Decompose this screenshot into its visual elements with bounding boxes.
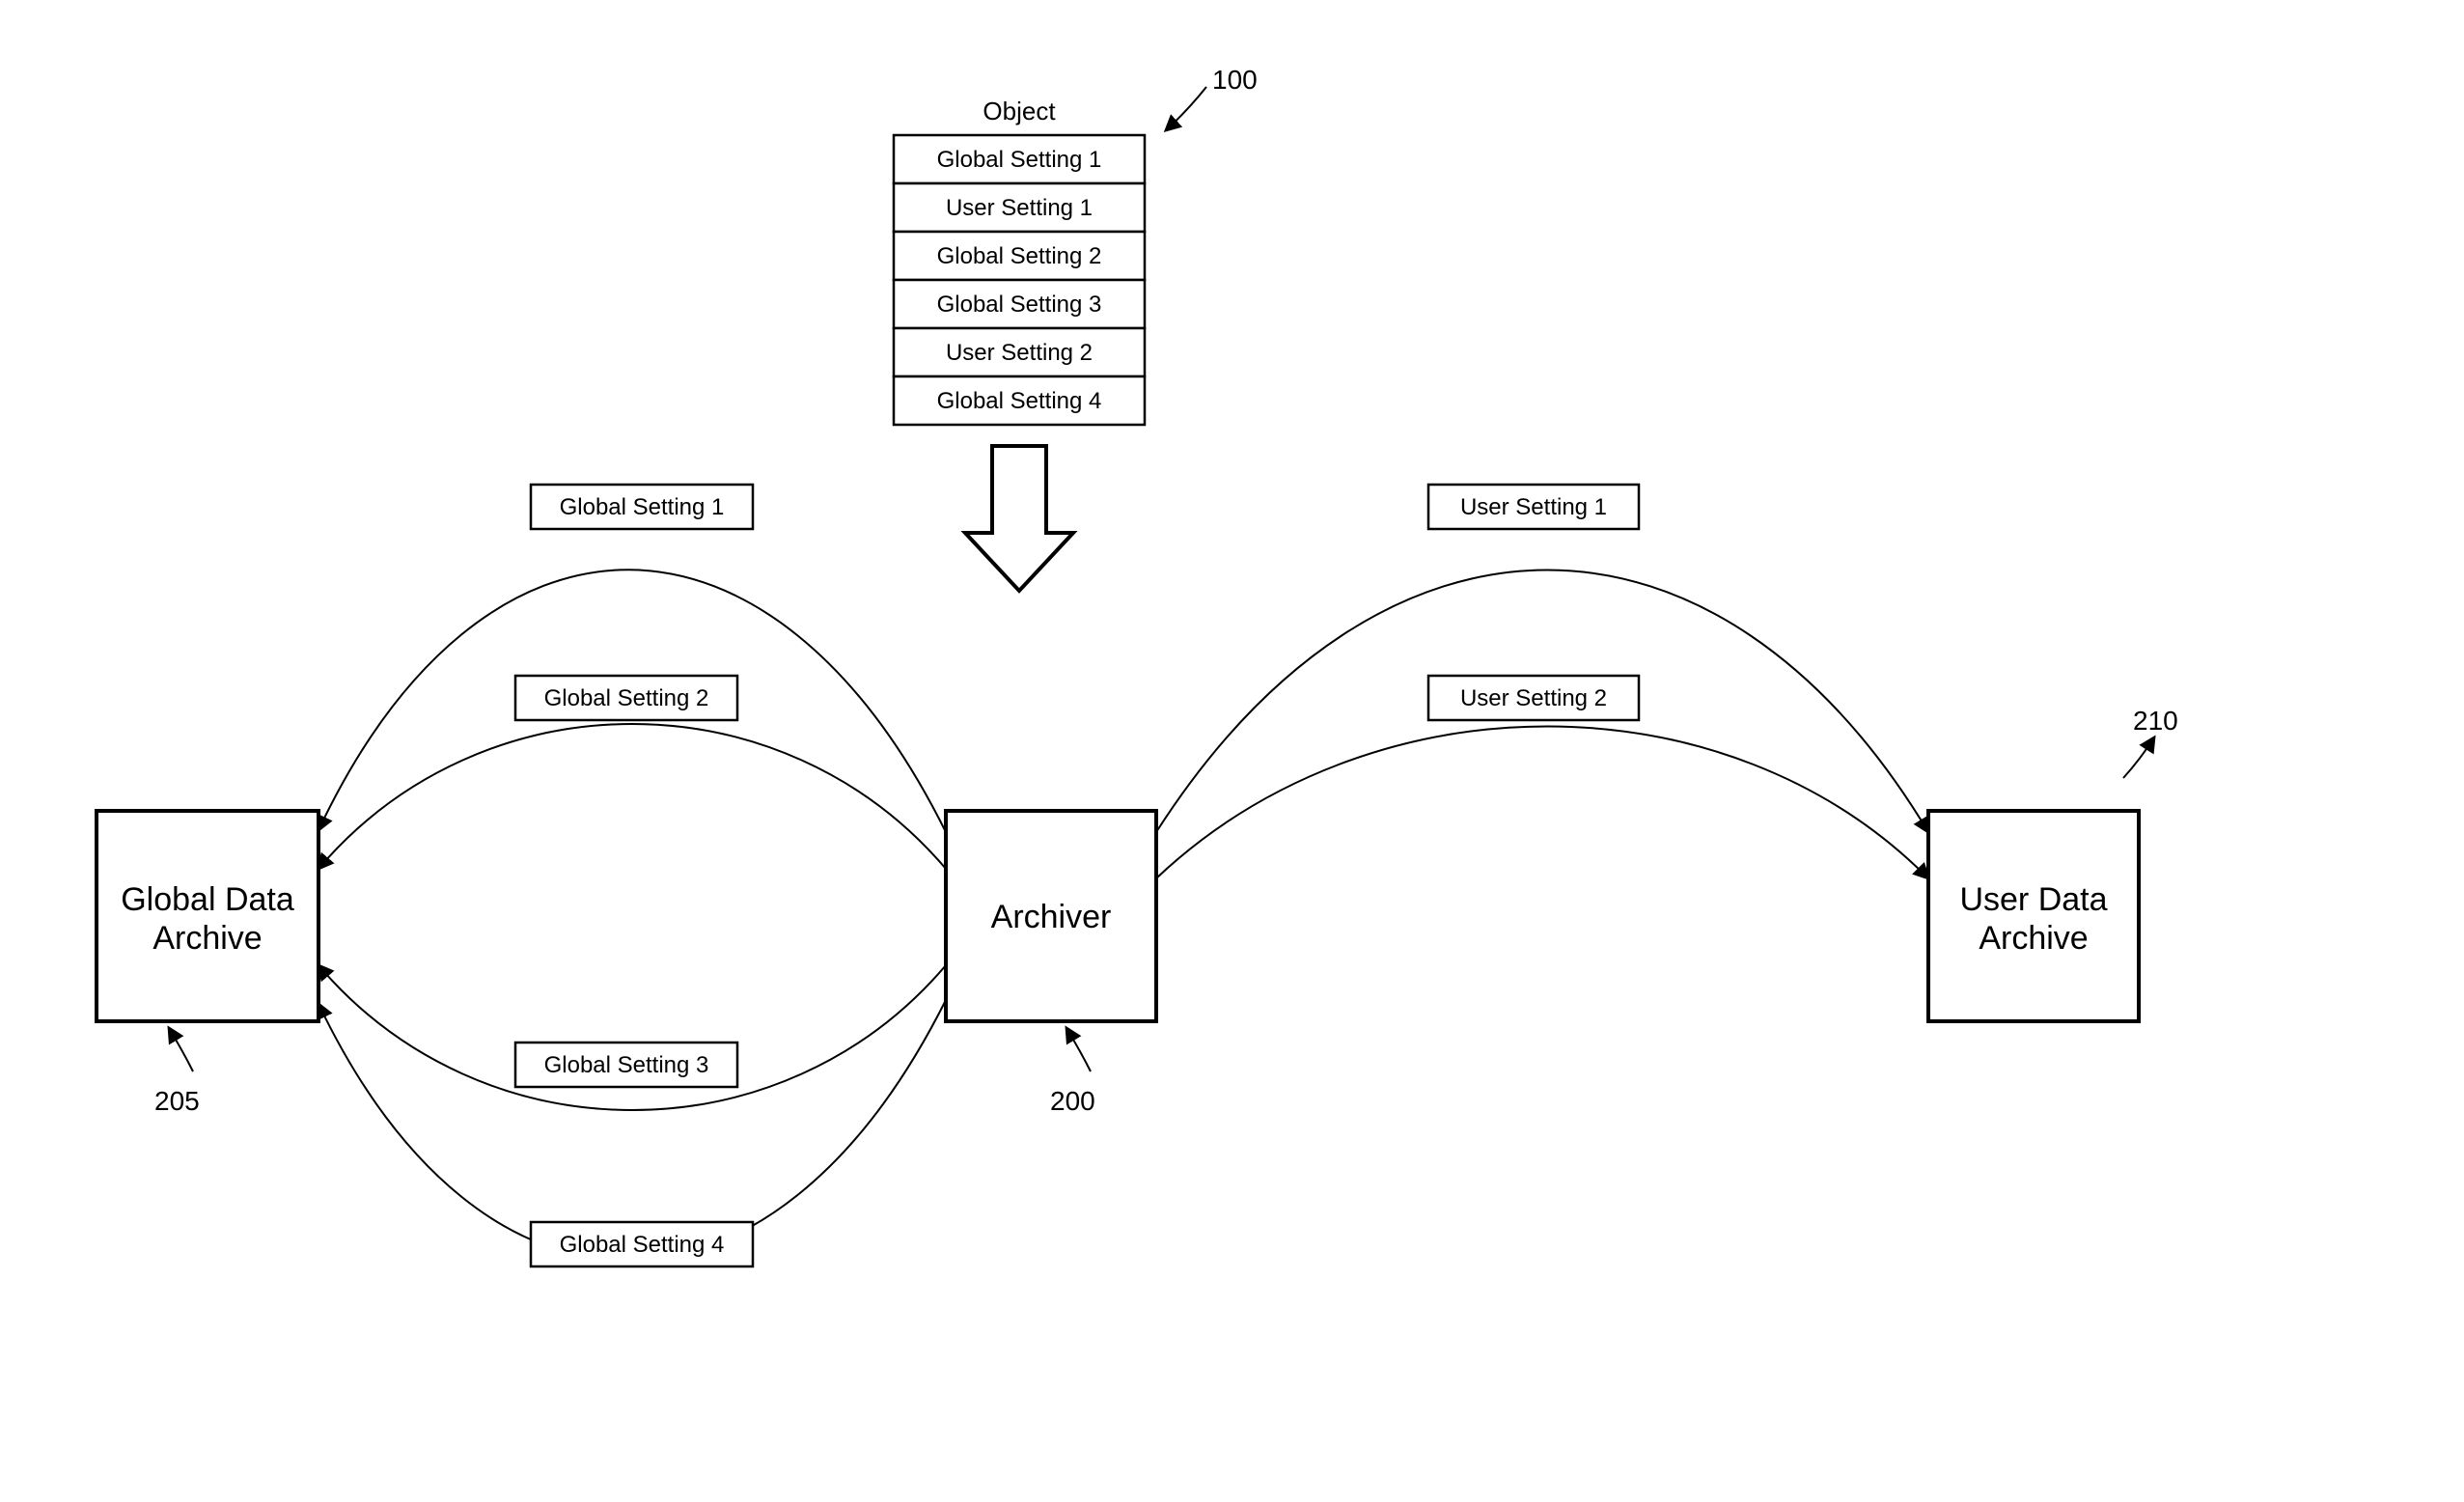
left-arc-label: Global Setting 4 bbox=[560, 1232, 725, 1258]
object-row-label: User Setting 1 bbox=[946, 195, 1093, 221]
left-arc-label: Global Setting 2 bbox=[544, 685, 709, 711]
archiver-ref-num: 200 bbox=[1050, 1086, 1095, 1116]
ref-num-100: 100 bbox=[1212, 65, 1258, 95]
object-row-label: Global Setting 2 bbox=[937, 243, 1102, 269]
left-arc bbox=[318, 724, 946, 869]
object-title: Object bbox=[983, 97, 1056, 125]
object-row-label: User Setting 2 bbox=[946, 340, 1093, 366]
object-row-label: Global Setting 4 bbox=[937, 388, 1102, 414]
left-arc-label: Global Setting 1 bbox=[560, 494, 725, 520]
archiver-ref-leader bbox=[1066, 1028, 1091, 1071]
right-arc-label: User Setting 2 bbox=[1460, 685, 1607, 711]
left-arc-label: Global Setting 3 bbox=[544, 1052, 709, 1078]
global-data-archive-ref-leader bbox=[169, 1028, 193, 1071]
block-arrow bbox=[965, 446, 1073, 591]
user-data-archive-ref-num: 210 bbox=[2133, 706, 2178, 736]
archiver-label: Archiver bbox=[991, 899, 1112, 935]
left-arc bbox=[318, 965, 946, 1110]
ref-leader-100 bbox=[1166, 87, 1206, 130]
global-data-archive-label-2: Archive bbox=[152, 920, 262, 957]
user-data-archive-ref-leader bbox=[2123, 737, 2154, 778]
right-arc bbox=[1156, 727, 1928, 879]
user-data-archive-label-1: User Data bbox=[1959, 881, 2107, 918]
global-data-archive-ref-num: 205 bbox=[154, 1086, 200, 1116]
user-data-archive-label-2: Archive bbox=[1979, 920, 2088, 957]
right-arc-label: User Setting 1 bbox=[1460, 494, 1607, 520]
global-data-archive-label-1: Global Data bbox=[121, 881, 294, 918]
object-row-label: Global Setting 3 bbox=[937, 292, 1102, 318]
object-row-label: Global Setting 1 bbox=[937, 147, 1102, 173]
